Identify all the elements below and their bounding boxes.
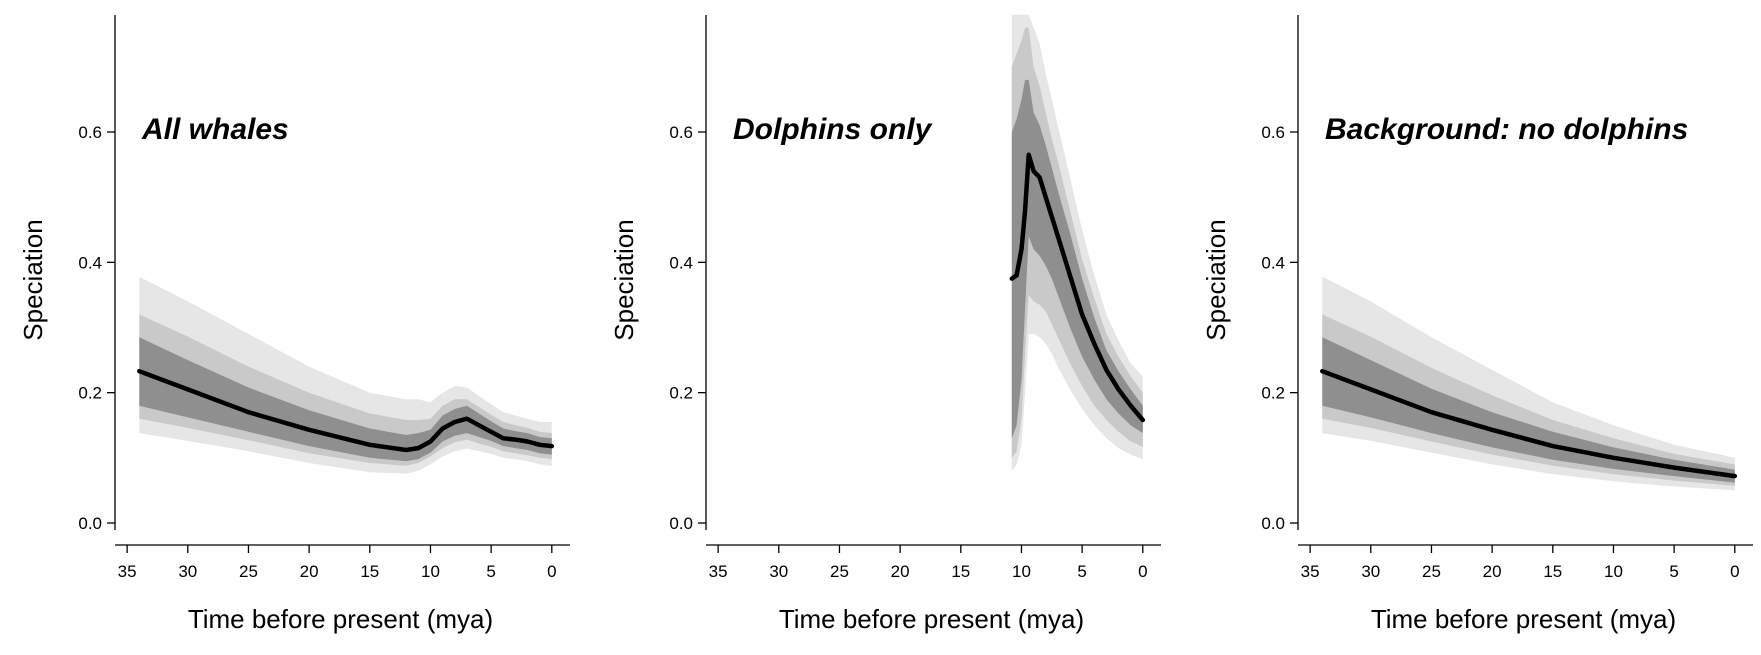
y-axis-title: Speciation (18, 219, 48, 340)
x-tick-label: 30 (1361, 562, 1380, 581)
x-tick-label: 15 (1543, 562, 1562, 581)
y-tick-label: 0.4 (78, 253, 102, 272)
x-tick-label: 5 (486, 562, 495, 581)
x-tick-label: 10 (421, 562, 440, 581)
chart-panel-3: 0.0 0.2 0.4 0.6 35 30 25 20 15 10 5 0 Time before pr… (1201, 15, 1753, 634)
x-tick-label: 25 (239, 562, 258, 581)
chart-panel-2: 0.0 0.2 0.4 0.6 35 30 25 20 15 10 5 0 Time before pr… (609, 14, 1161, 634)
confidence-band-3 (139, 337, 552, 462)
y-axis-title: Speciation (1201, 219, 1231, 340)
y-tick-label: 0.2 (669, 384, 693, 403)
y-tick-label: 0.0 (1261, 514, 1285, 533)
x-axis-title: Time before present (mya) (188, 604, 493, 634)
panel-title: All whales (141, 113, 289, 146)
x-tick-label: 25 (830, 562, 849, 581)
y-tick-label: 0.0 (669, 514, 693, 533)
chart-panel-1: 0.0 0.2 0.4 0.6 35 30 25 20 15 10 5 0 Time before pr… (18, 15, 570, 634)
y-tick-label: 0.6 (1261, 123, 1285, 142)
x-tick-label: 20 (1483, 562, 1502, 581)
x-tick-label: 30 (769, 562, 788, 581)
y-tick-label: 0.2 (1261, 384, 1285, 403)
confidence-band-2 (1011, 27, 1143, 458)
median-rate-line (1320, 368, 1738, 479)
x-tick-label: 0 (547, 562, 556, 581)
x-tick-label: 0 (1138, 562, 1147, 581)
y-tick-label: 0.4 (669, 253, 693, 272)
x-tick-label: 15 (951, 562, 970, 581)
x-tick-label: 5 (1077, 562, 1086, 581)
y-tick-label: 0.6 (669, 123, 693, 142)
x-tick-label: 35 (118, 562, 137, 581)
x-tick-label: 25 (1422, 562, 1441, 581)
y-tick-label: 0.2 (78, 384, 102, 403)
x-axis-title: Time before present (mya) (1371, 604, 1676, 634)
x-tick-label: 35 (709, 562, 728, 581)
confidence-band-2 (1322, 314, 1735, 486)
panel-title: Background: no dolphins (1325, 113, 1688, 146)
x-tick-label: 20 (300, 562, 319, 581)
panel-title: Dolphins only (733, 113, 933, 146)
x-tick-label: 5 (1669, 562, 1678, 581)
y-tick-label: 0.6 (78, 123, 102, 142)
x-tick-label: 30 (178, 562, 197, 581)
y-axis-title: Speciation (609, 219, 639, 340)
median-rate-line (1009, 152, 1146, 423)
x-tick-label: 10 (1012, 562, 1031, 581)
x-tick-label: 15 (360, 562, 379, 581)
confidence-band-3 (1011, 79, 1143, 439)
y-tick-label: 0.0 (78, 514, 102, 533)
x-axis-title: Time before present (mya) (779, 604, 1084, 634)
x-tick-label: 10 (1604, 562, 1623, 581)
x-tick-label: 35 (1301, 562, 1320, 581)
x-tick-label: 0 (1730, 562, 1739, 581)
y-tick-label: 0.4 (1261, 253, 1285, 272)
x-tick-label: 20 (891, 562, 910, 581)
median-rate-line (137, 368, 555, 453)
